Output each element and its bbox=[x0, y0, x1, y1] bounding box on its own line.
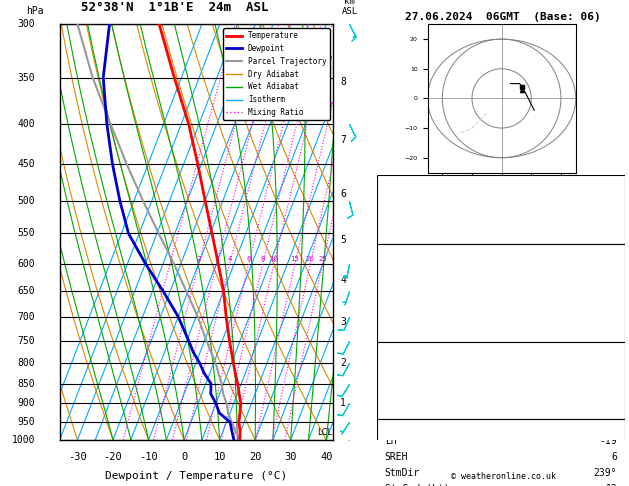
Text: Lifted Index: Lifted Index bbox=[385, 302, 455, 312]
Text: 239°: 239° bbox=[594, 468, 617, 478]
Text: 450: 450 bbox=[18, 159, 35, 169]
Text: 1: 1 bbox=[340, 399, 346, 408]
Text: 8: 8 bbox=[340, 77, 346, 87]
Text: 328: 328 bbox=[599, 371, 617, 381]
Text: Dewpoint / Temperature (°C): Dewpoint / Temperature (°C) bbox=[106, 471, 287, 481]
Text: 1: 1 bbox=[611, 383, 617, 393]
Text: Mixing Ratio (g/kg): Mixing Ratio (g/kg) bbox=[381, 185, 390, 279]
Text: 0: 0 bbox=[181, 452, 187, 462]
Text: CAPE (J): CAPE (J) bbox=[385, 316, 432, 326]
Text: 5: 5 bbox=[340, 235, 346, 245]
Text: SREH: SREH bbox=[385, 452, 408, 462]
Text: Totals Totals: Totals Totals bbox=[385, 203, 461, 213]
Text: 4: 4 bbox=[228, 256, 232, 262]
Text: EH: EH bbox=[385, 436, 396, 446]
Text: 20: 20 bbox=[306, 256, 315, 262]
Text: -20: -20 bbox=[104, 452, 123, 462]
Text: 350: 350 bbox=[18, 72, 35, 83]
Text: Dewp (°C): Dewp (°C) bbox=[385, 275, 438, 285]
Text: 900: 900 bbox=[599, 359, 617, 369]
Text: 800: 800 bbox=[18, 358, 35, 368]
Text: 4: 4 bbox=[340, 276, 346, 285]
Text: 6: 6 bbox=[247, 256, 251, 262]
Text: 316: 316 bbox=[599, 288, 617, 298]
Text: Pressure (mb): Pressure (mb) bbox=[385, 359, 461, 369]
Text: StmSpd (kt): StmSpd (kt) bbox=[385, 484, 450, 486]
Text: θᴇ(K): θᴇ(K) bbox=[385, 288, 414, 298]
Text: 2: 2 bbox=[197, 256, 201, 262]
Text: 650: 650 bbox=[18, 286, 35, 296]
Text: 750: 750 bbox=[18, 335, 35, 346]
Text: 700: 700 bbox=[18, 312, 35, 322]
Text: 300: 300 bbox=[18, 19, 35, 29]
Text: -19: -19 bbox=[599, 436, 617, 446]
Text: 7: 7 bbox=[340, 136, 346, 145]
Text: 22: 22 bbox=[606, 182, 617, 191]
Text: 27.06.2024  06GMT  (Base: 06): 27.06.2024 06GMT (Base: 06) bbox=[405, 12, 601, 22]
Text: Hodograph: Hodograph bbox=[473, 421, 529, 431]
Text: 3: 3 bbox=[340, 316, 346, 327]
Text: StmDir: StmDir bbox=[385, 468, 420, 478]
Text: 6: 6 bbox=[611, 452, 617, 462]
Text: 950: 950 bbox=[18, 417, 35, 427]
Text: PW (cm): PW (cm) bbox=[385, 224, 426, 234]
Text: 25: 25 bbox=[318, 256, 327, 262]
Text: CAPE (J): CAPE (J) bbox=[385, 396, 432, 406]
Text: 15.7: 15.7 bbox=[594, 261, 617, 271]
Text: Temp (°C): Temp (°C) bbox=[385, 261, 438, 271]
Text: 15: 15 bbox=[291, 256, 299, 262]
Text: 850: 850 bbox=[18, 379, 35, 389]
Text: 0: 0 bbox=[611, 396, 617, 406]
Text: LCL: LCL bbox=[317, 428, 332, 436]
Text: Most Unstable: Most Unstable bbox=[460, 345, 542, 354]
Bar bbox=[377, 342, 625, 418]
Text: 550: 550 bbox=[18, 228, 35, 239]
Text: 14: 14 bbox=[606, 275, 617, 285]
Text: 8: 8 bbox=[611, 302, 617, 312]
Text: 1000: 1000 bbox=[11, 435, 35, 445]
Text: 3.34: 3.34 bbox=[594, 224, 617, 234]
Text: 52°38'N  1°1B'E  24m  ASL: 52°38'N 1°1B'E 24m ASL bbox=[81, 1, 269, 14]
Text: CIN (J): CIN (J) bbox=[385, 408, 426, 418]
Text: 6: 6 bbox=[340, 189, 346, 199]
Text: 10: 10 bbox=[270, 256, 279, 262]
Text: CIN (J): CIN (J) bbox=[385, 330, 426, 339]
Text: hPa: hPa bbox=[26, 6, 44, 16]
Text: 0: 0 bbox=[611, 330, 617, 339]
Text: θᴇ (K): θᴇ (K) bbox=[385, 371, 420, 381]
Text: -30: -30 bbox=[68, 452, 87, 462]
Text: 20: 20 bbox=[249, 452, 262, 462]
Bar bbox=[377, 244, 625, 342]
Text: Surface: Surface bbox=[479, 246, 523, 257]
Text: K: K bbox=[385, 182, 391, 191]
Text: 10: 10 bbox=[213, 452, 226, 462]
Text: 1: 1 bbox=[168, 256, 172, 262]
Text: -10: -10 bbox=[139, 452, 158, 462]
Text: Lifted Index: Lifted Index bbox=[385, 383, 455, 393]
Text: 46: 46 bbox=[606, 203, 617, 213]
Text: 400: 400 bbox=[18, 119, 35, 129]
Text: 900: 900 bbox=[18, 399, 35, 408]
Text: km
ASL: km ASL bbox=[342, 0, 358, 16]
Text: 600: 600 bbox=[18, 259, 35, 269]
Text: 30: 30 bbox=[284, 452, 297, 462]
X-axis label: kt: kt bbox=[497, 193, 506, 202]
Text: 500: 500 bbox=[18, 195, 35, 206]
Text: 0: 0 bbox=[611, 316, 617, 326]
Text: © weatheronline.co.uk: © weatheronline.co.uk bbox=[451, 472, 555, 481]
Bar bbox=[377, 175, 625, 244]
Text: 12: 12 bbox=[606, 484, 617, 486]
Text: 0: 0 bbox=[611, 408, 617, 418]
Text: 40: 40 bbox=[320, 452, 333, 462]
Legend: Temperature, Dewpoint, Parcel Trajectory, Dry Adiabat, Wet Adiabat, Isotherm, Mi: Temperature, Dewpoint, Parcel Trajectory… bbox=[223, 28, 330, 120]
Text: 3: 3 bbox=[214, 256, 219, 262]
Text: 2: 2 bbox=[340, 358, 346, 368]
Bar bbox=[377, 418, 625, 486]
Text: 8: 8 bbox=[260, 256, 265, 262]
